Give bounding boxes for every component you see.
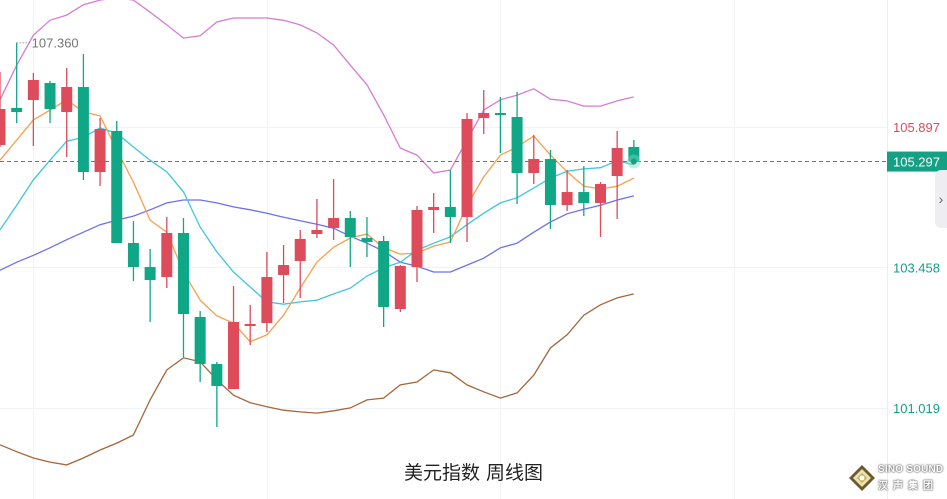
candle-body — [228, 321, 240, 390]
candle-body — [144, 267, 156, 280]
price-tick-label: 101.019 — [893, 401, 940, 416]
boll-upper-line — [0, 0, 634, 174]
candle — [361, 216, 373, 258]
candle — [0, 71, 6, 147]
candle — [444, 170, 456, 244]
candle-body — [27, 79, 39, 100]
candle — [161, 216, 173, 288]
candle-body — [494, 113, 506, 116]
candle-body — [11, 107, 23, 113]
candle-body — [244, 323, 256, 327]
candle — [261, 251, 273, 332]
ma10-line — [0, 127, 634, 305]
candle — [378, 235, 390, 327]
candle — [594, 182, 606, 238]
candle — [628, 140, 640, 162]
candle — [428, 193, 440, 233]
candle-body — [311, 229, 323, 235]
candle — [194, 310, 206, 382]
candle-body — [511, 116, 523, 174]
candle — [528, 135, 540, 185]
current-price-label: 105.297 — [893, 155, 940, 170]
candle — [411, 205, 423, 283]
candle — [561, 170, 573, 211]
candle — [294, 229, 306, 299]
sino-sound-logo: SINO SOUND 汉声集团 — [848, 462, 947, 494]
candle — [27, 72, 39, 147]
candle — [578, 165, 590, 216]
candle — [11, 42, 23, 124]
candle-body — [444, 207, 456, 217]
candle-body — [44, 82, 56, 110]
candle-body — [461, 118, 473, 217]
candle-body — [194, 317, 206, 364]
candle-body — [478, 113, 490, 119]
candle — [311, 199, 323, 238]
candle-body — [361, 237, 373, 242]
candle-body — [77, 87, 89, 172]
candle-body — [544, 159, 556, 205]
price-tick-label: 103.458 — [893, 260, 940, 275]
candle — [177, 218, 189, 357]
candle-body — [394, 265, 406, 310]
candle — [211, 362, 223, 427]
candle — [328, 179, 340, 241]
candle-body — [428, 207, 440, 211]
candle-body — [61, 87, 73, 113]
candle — [61, 68, 73, 158]
candle — [611, 130, 623, 219]
candle — [278, 245, 290, 304]
live-price-dot — [630, 158, 637, 165]
overlay: 107.360 — [0, 36, 887, 169]
price-tick-label: 105.897 — [893, 120, 940, 135]
candle-body — [161, 232, 173, 277]
candle — [94, 118, 106, 186]
candle — [127, 221, 139, 282]
chart-title: 美元指数 周线图 — [403, 462, 544, 484]
candle-body — [411, 210, 423, 268]
candle-body — [378, 240, 390, 307]
candle — [111, 121, 123, 244]
candle — [494, 96, 506, 153]
candle-body — [594, 184, 606, 203]
candle — [77, 54, 89, 180]
candle-body — [261, 276, 273, 324]
candle — [228, 285, 240, 390]
candle — [511, 91, 523, 205]
candle-body — [0, 109, 6, 145]
current-price-badge — [887, 151, 947, 172]
candle-body — [177, 232, 189, 315]
candle — [394, 265, 406, 313]
candle-body — [328, 218, 340, 228]
candle — [544, 149, 556, 230]
candle-body — [628, 146, 640, 162]
candle-body — [127, 243, 139, 268]
candle-body — [561, 192, 573, 205]
candle-body — [294, 238, 306, 261]
logo-text-cn: 汉声集团 — [878, 481, 938, 492]
panel-toggle-button[interactable]: › — [935, 170, 947, 228]
candle-body — [94, 129, 106, 172]
ma5-line — [0, 99, 635, 343]
logo-text-en: SINO SOUND — [878, 464, 944, 475]
candle-body — [528, 159, 540, 174]
high-marker-label: 107.360 — [32, 36, 79, 51]
candle-body — [111, 130, 123, 244]
chevron-right-icon: › — [938, 191, 944, 207]
candle-body — [211, 363, 223, 386]
candle — [44, 80, 56, 124]
boll-lower-line — [0, 293, 634, 466]
candle — [461, 113, 473, 242]
candle — [344, 210, 356, 268]
logo-diamond-icon — [849, 465, 875, 491]
candle — [478, 90, 490, 135]
candles — [0, 42, 640, 427]
candle — [144, 248, 156, 322]
candle — [244, 304, 256, 346]
candle-body — [278, 265, 290, 275]
candle-body — [344, 218, 356, 238]
candle-body — [578, 192, 590, 203]
